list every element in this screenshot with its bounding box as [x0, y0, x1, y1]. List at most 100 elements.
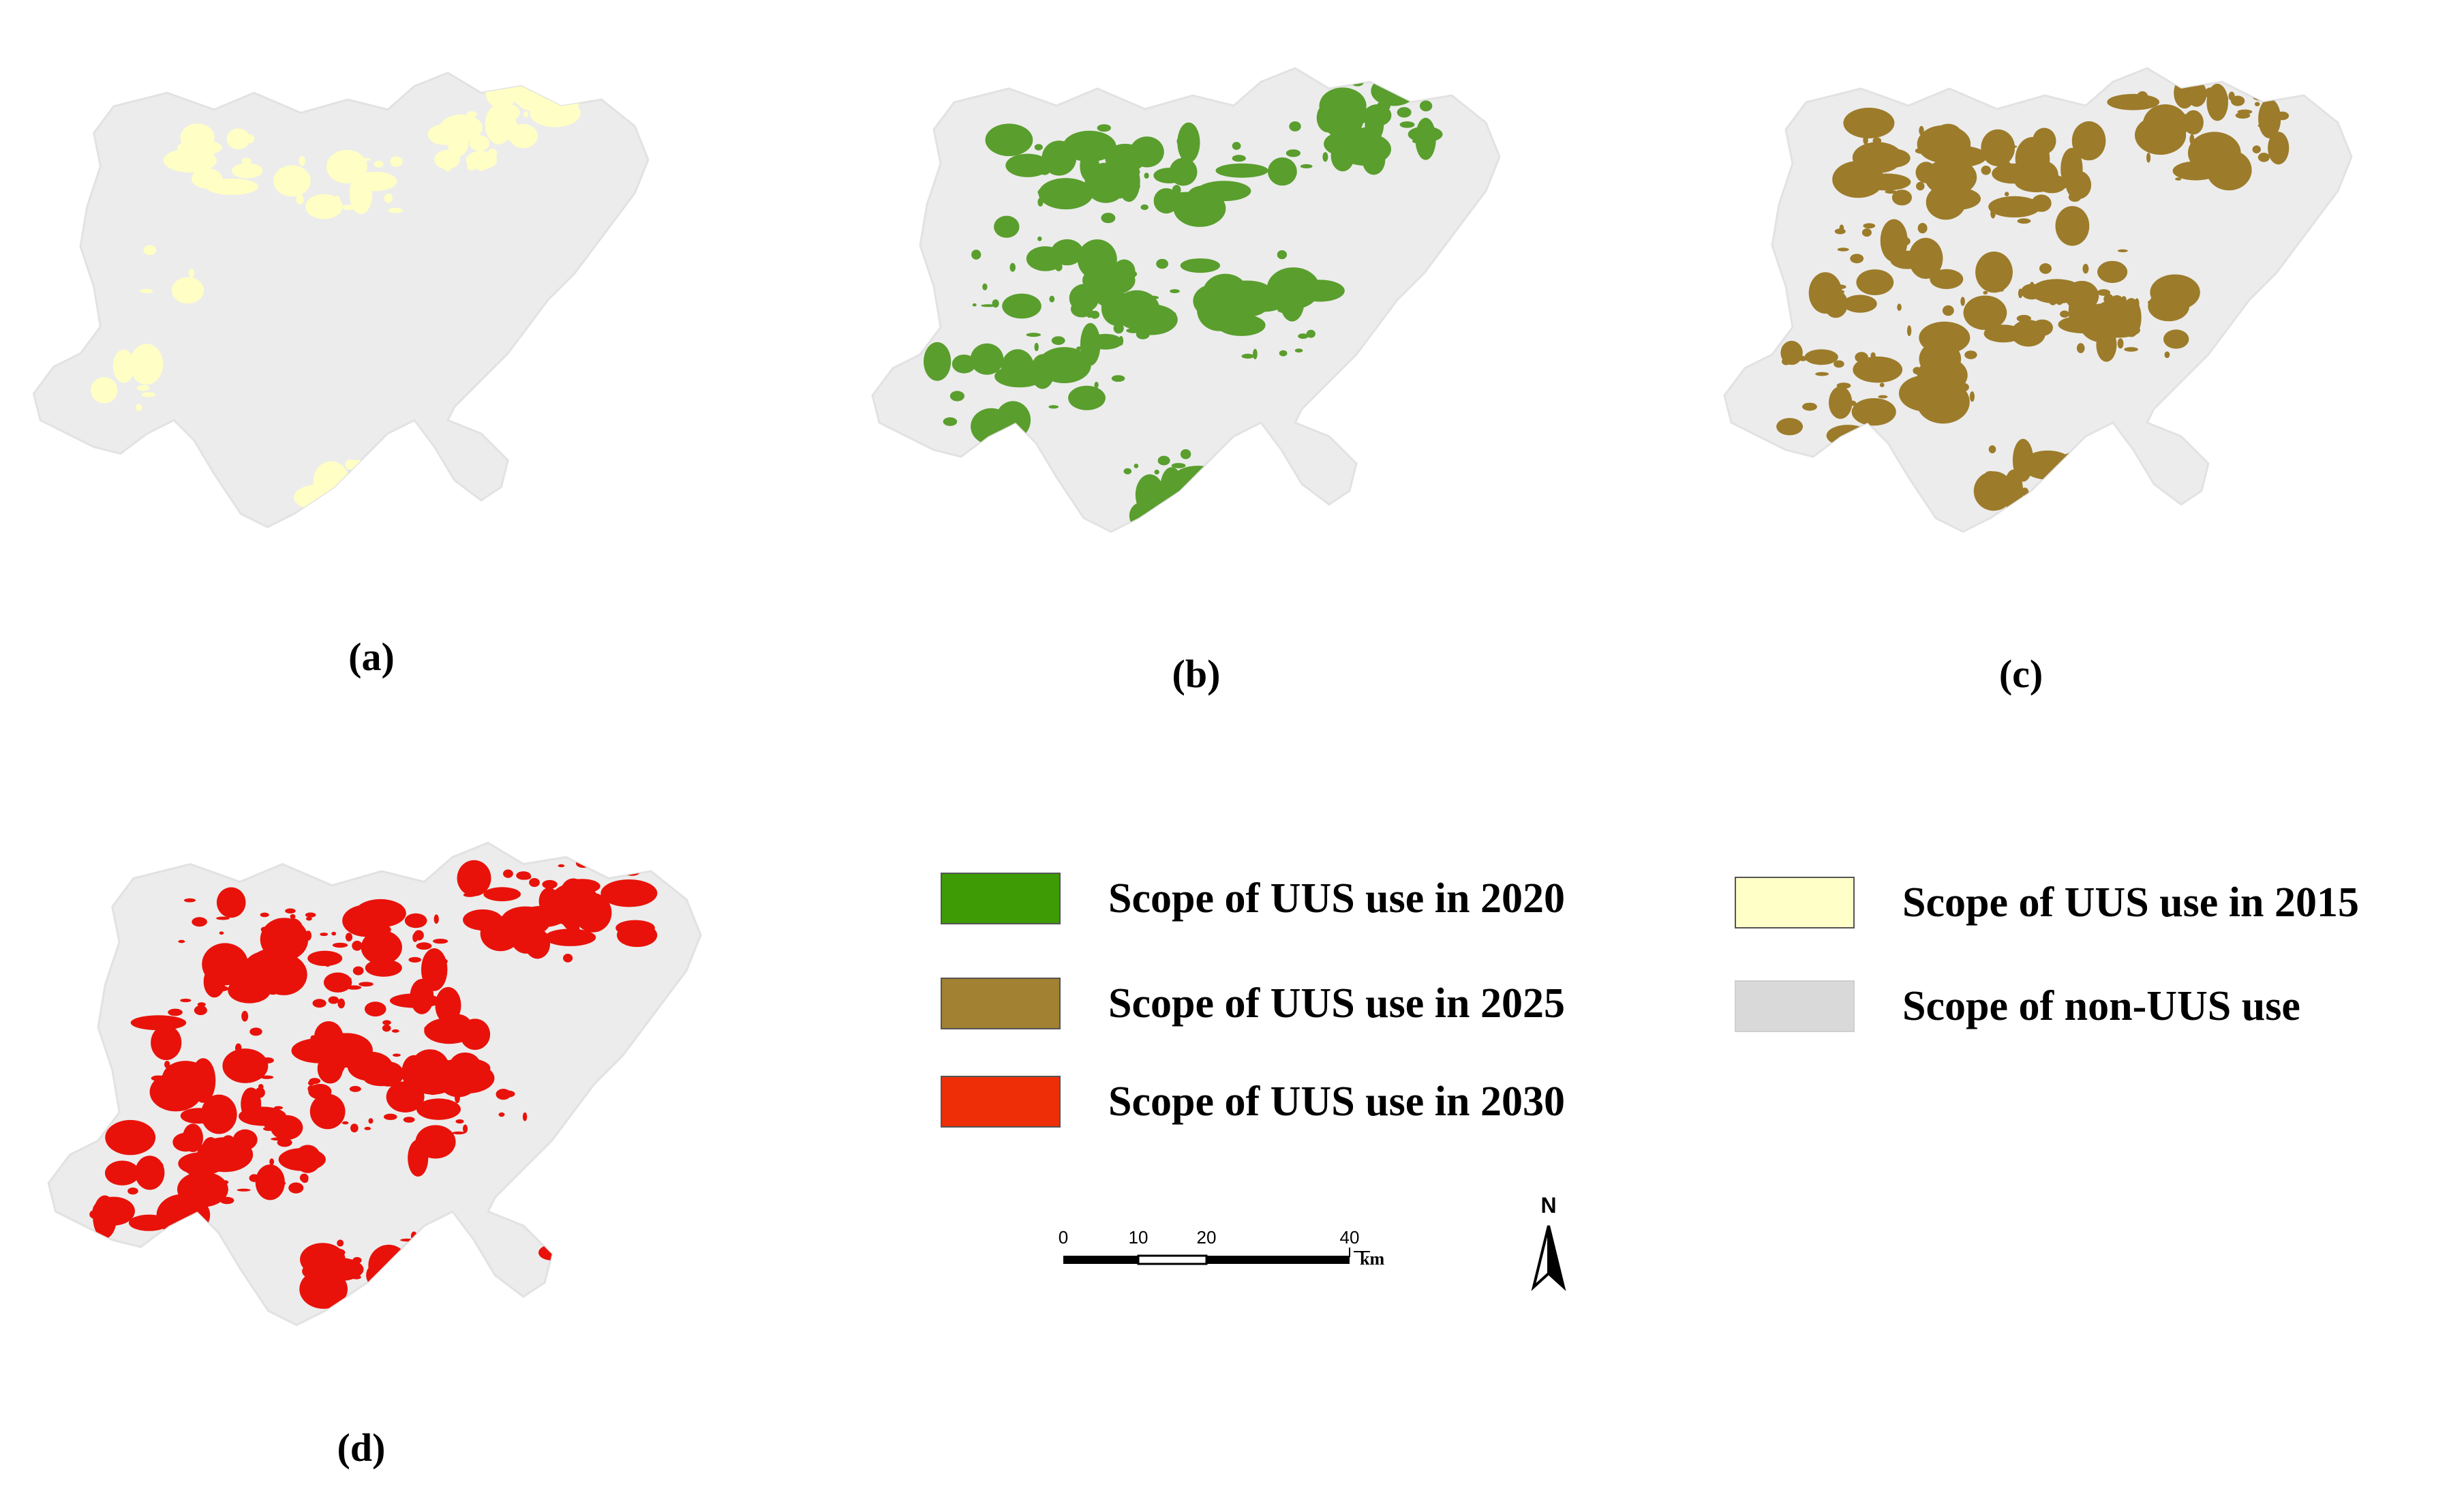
- scale-bar: 0 10 20 40 km: [1050, 1227, 1431, 1288]
- uus-patch: [1340, 161, 1351, 166]
- uus-patch: [337, 998, 346, 1009]
- panel-label-c: (c): [1998, 652, 2043, 696]
- uus-patch: [1300, 164, 1313, 168]
- uus-patch: [1054, 262, 1063, 271]
- uus-patch: [528, 843, 544, 854]
- uus-patch: [1870, 269, 1875, 279]
- uus-patch: [971, 250, 982, 260]
- uus-patch: [1002, 293, 1041, 319]
- uus-patch: [1951, 270, 1957, 273]
- uus-patch: [578, 1231, 583, 1240]
- uus-patch: [2206, 158, 2219, 167]
- uus-patch: [151, 1025, 182, 1061]
- legend-swatch-2030: [941, 1076, 1061, 1128]
- uus-patch: [662, 1200, 669, 1209]
- uus-patch: [1399, 121, 1415, 128]
- uus-patch: [1896, 190, 1910, 198]
- uus-patch: [1294, 348, 1303, 353]
- uus-patch: [1802, 402, 1817, 411]
- uus-patch: [982, 283, 988, 290]
- uus-patch: [1363, 104, 1392, 127]
- uus-patch: [972, 303, 977, 307]
- uus-patch: [349, 1039, 365, 1050]
- uus-patch: [477, 163, 485, 171]
- uus-patch: [1109, 302, 1114, 312]
- uus-patch: [2051, 483, 2060, 492]
- uus-patch: [333, 983, 341, 991]
- uus-patch: [1144, 172, 1149, 179]
- uus-patch: [2206, 149, 2252, 191]
- uus-patch: [341, 1121, 349, 1125]
- uus-patch: [434, 1076, 478, 1093]
- uus-patch: [1906, 325, 1912, 337]
- uus-patch: [1804, 349, 1838, 365]
- uus-patch: [2107, 93, 2160, 110]
- uus-patch: [139, 288, 153, 293]
- uus-patch: [2055, 206, 2090, 246]
- uus-patch: [1217, 314, 1266, 336]
- uus-patch: [503, 869, 513, 878]
- uus-patch: [153, 1078, 162, 1090]
- uus-patch: [2172, 161, 2219, 181]
- uus-patch: [400, 1238, 415, 1242]
- uus-patch: [1839, 224, 1844, 232]
- uus-patch: [1156, 258, 1168, 269]
- uus-patch: [112, 349, 135, 383]
- uus-patch: [608, 1224, 639, 1248]
- uus-patch: [1446, 443, 1455, 447]
- uus-patch: [164, 1060, 170, 1069]
- uus-patch: [2135, 115, 2187, 155]
- uus-patch: [408, 1139, 429, 1177]
- uus-patch: [576, 859, 591, 869]
- legend-item-2020: Scope of UUS use in 2020: [941, 871, 1565, 926]
- uus-patch: [547, 1184, 558, 1194]
- uus-patch: [93, 1195, 117, 1239]
- uus-patch: [1829, 386, 1853, 419]
- uus-patch: [952, 354, 976, 374]
- uus-patch: [410, 978, 434, 1014]
- uus-patch: [359, 982, 374, 987]
- uus-patch: [1009, 262, 1016, 272]
- uus-patch: [1988, 196, 2041, 217]
- uus-patch: [249, 1027, 262, 1036]
- uus-patch: [1306, 329, 1315, 338]
- scale-tick-label: 20: [1196, 1227, 1217, 1248]
- uus-patch: [378, 925, 391, 935]
- uus-patch: [1981, 129, 2016, 166]
- uus-patch: [1376, 383, 1420, 418]
- uus-patch: [1913, 367, 1921, 375]
- uus-patch: [452, 1131, 466, 1134]
- uus-patch: [1975, 488, 1984, 496]
- uus-patch: [2079, 303, 2124, 343]
- uus-patch: [992, 299, 999, 308]
- uus-patch: [332, 942, 348, 948]
- uus-patch: [1837, 247, 1849, 252]
- uus-patch: [1298, 333, 1309, 339]
- uus-patch: [2227, 440, 2269, 476]
- legend-item-non-uus: Scope of non-UUS use: [1735, 979, 2300, 1033]
- scale-tick-label: 40: [1339, 1227, 1360, 1248]
- uus-patch: [1944, 329, 1949, 337]
- uus-patch: [2018, 288, 2023, 299]
- uus-patch: [305, 194, 343, 220]
- uus-patch: [1815, 372, 1829, 376]
- uus-patch: [1359, 363, 1410, 402]
- uus-patch: [449, 1052, 481, 1079]
- map-b: [871, 67, 1501, 533]
- uus-patch: [2221, 434, 2227, 443]
- uus-patch: [200, 1094, 237, 1134]
- uus-patch: [1063, 130, 1116, 162]
- uus-patch: [1915, 372, 1958, 396]
- legend-label-2020: Scope of UUS use in 2020: [1108, 875, 1566, 922]
- uus-patch: [568, 1163, 580, 1173]
- uus-patch: [2223, 74, 2238, 81]
- legend-swatch-2025: [941, 978, 1061, 1029]
- uus-patch: [263, 1185, 275, 1191]
- uus-patch: [241, 1010, 249, 1022]
- uus-patch: [1101, 213, 1116, 224]
- uus-patch: [102, 1220, 108, 1225]
- uus-patch: [2189, 134, 2195, 145]
- uus-patch: [1289, 121, 1301, 132]
- uus-patch: [2060, 310, 2069, 318]
- uus-patch: [977, 412, 985, 421]
